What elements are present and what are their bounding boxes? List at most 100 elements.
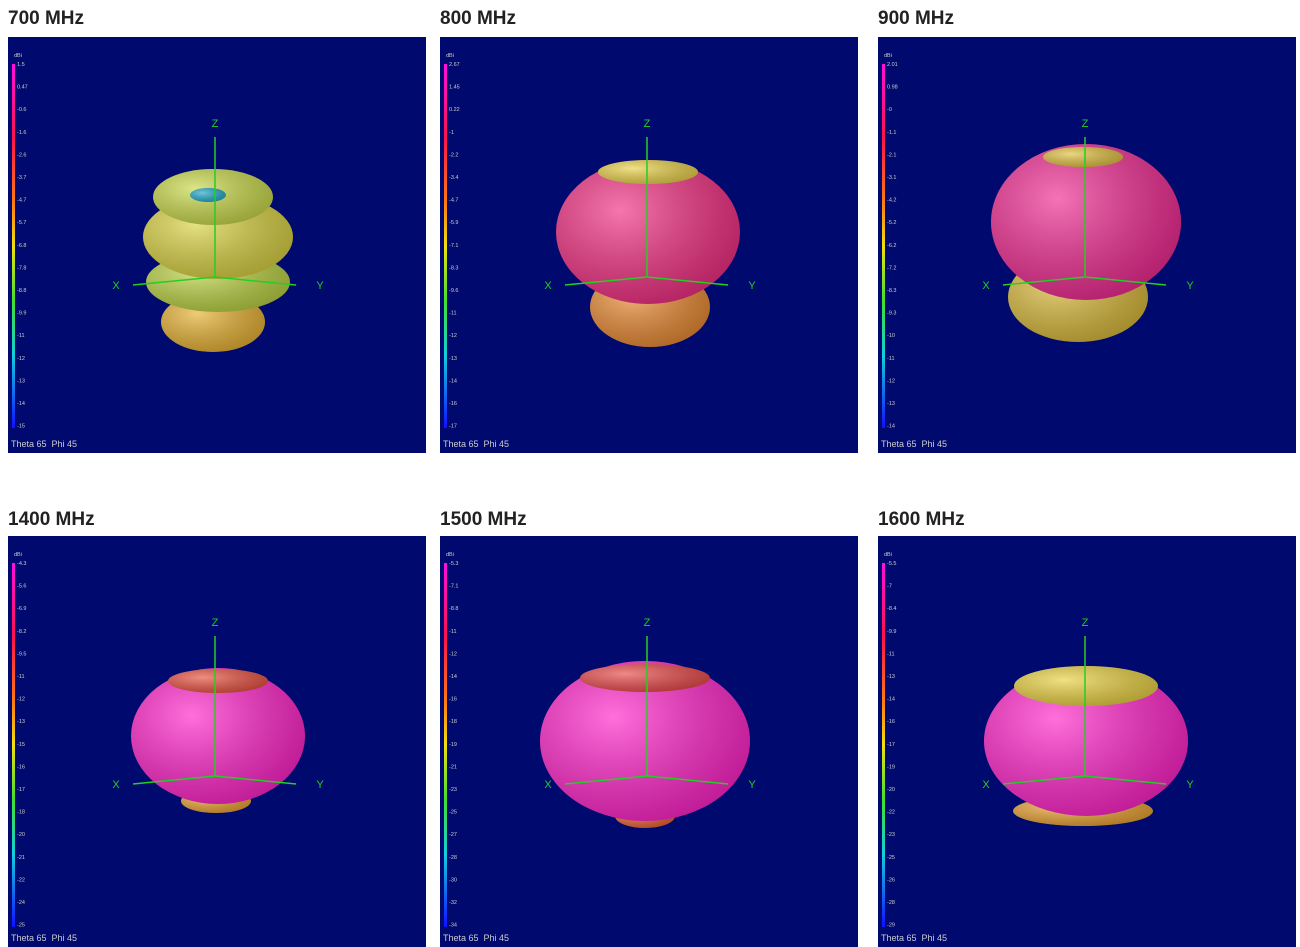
panel-title: 700 MHz (8, 8, 85, 29)
colorbar-label: 0.47 (17, 85, 28, 91)
colorbar-label: 1.5 (17, 62, 25, 68)
axis-arrow (214, 276, 297, 286)
colorbar-label: -2.2 (449, 152, 458, 158)
axis-label: Z (212, 617, 219, 629)
colorbar-label: -0 (887, 107, 892, 113)
colorbar-label: -5.3 (449, 561, 458, 567)
colorbar-label: -7.1 (449, 243, 458, 249)
pattern-panel: dBi -5.3 -7.1 -8.8 -11 -12 -14 -16 -18 -19 -21 -23 -… (440, 536, 858, 947)
axis-label: Y (316, 779, 324, 791)
colorbar-label: 1.45 (449, 85, 460, 91)
colorbar-label: -29 (887, 923, 895, 929)
colorbar-label: -8.3 (887, 288, 896, 294)
view-angle: Theta 65 Phi 45 (11, 439, 77, 449)
view-angle: Theta 65 Phi 45 (881, 439, 947, 449)
colorbar-label: -16 (17, 764, 25, 770)
colorbar-label: -2.1 (887, 152, 896, 158)
colorbar-label: -17 (887, 742, 895, 748)
colorbar-label: -11 (887, 356, 895, 362)
colorbar-label: 2.67 (449, 62, 460, 68)
colorbar (12, 563, 15, 927)
colorbar-label: -23 (887, 832, 895, 838)
pattern-view: dBi -5.5 -7 -8.4 -9.9 -11 -13 -14 -16 -17 -19 -20 -2… (881, 552, 1194, 943)
panel-title: 800 MHz (440, 8, 517, 29)
colorbar-label: -11 (17, 333, 25, 339)
colorbar-label: -3.4 (449, 175, 458, 181)
axis-arrow (1084, 276, 1167, 286)
colorbar-label: -8.3 (449, 265, 458, 271)
colorbar-label: -3.7 (17, 175, 26, 181)
colorbar-label: -8.2 (17, 629, 26, 635)
pattern-shade (556, 160, 740, 304)
axis-label: X (112, 779, 120, 791)
colorbar-label: -9.6 (449, 288, 458, 294)
colorbar-label: -1.1 (887, 130, 896, 136)
colorbar-label: -5.2 (887, 220, 896, 226)
colorbar-label: -13 (887, 401, 895, 407)
pattern-shade (1014, 666, 1158, 706)
colorbar-label: -30 (449, 877, 457, 883)
axis-label: X (544, 779, 552, 791)
colorbar-label: -9.9 (17, 311, 26, 317)
colorbar-label: -12 (449, 651, 457, 657)
colorbar-label: -9.9 (887, 629, 896, 635)
colorbar-label: -5.7 (17, 220, 26, 226)
pattern-shade (1043, 147, 1123, 167)
pattern-shade (991, 144, 1181, 300)
pattern-view: dBi -4.3 -5.6 -6.9 -8.2 -9.5 -11 -12 -13 -15 -16 -1… (11, 552, 324, 943)
colorbar-label: -11 (887, 651, 895, 657)
axis-label: X (982, 779, 990, 791)
colorbar-label: -6.9 (17, 606, 26, 612)
colorbar-label: -13 (887, 674, 895, 680)
pattern-panel: dBi -5.5 -7 -8.4 -9.9 -11 -13 -14 -16 -17 -19 -20 -2… (878, 536, 1296, 947)
colorbar-label: -16 (449, 697, 457, 703)
colorbar-unit: dBi (14, 552, 22, 558)
view-angle: Theta 65 Phi 45 (11, 933, 77, 943)
colorbar-label: -14 (887, 697, 895, 703)
axis-label: X (982, 280, 990, 292)
pattern-panel: dBi 1.5 0.47 -0.6 -1.6 -2.6 -3.7 -4.7 -5.7 -6.8 -7… (8, 37, 426, 453)
colorbar-label: 2.01 (887, 62, 898, 68)
axis-arrow (132, 775, 216, 785)
colorbar-label: -7.2 (887, 265, 896, 271)
colorbar-label: -14 (17, 401, 25, 407)
colorbar-label: -21 (449, 764, 457, 770)
colorbar-label: -12 (449, 333, 457, 339)
colorbar-label: -28 (449, 855, 457, 861)
colorbar-label: -23 (449, 787, 457, 793)
colorbar-label: -4.2 (887, 198, 896, 204)
axis-label: Z (644, 118, 651, 130)
colorbar-label: -32 (449, 900, 457, 906)
colorbar-label: -25 (17, 923, 25, 929)
colorbar-label: -25 (887, 855, 895, 861)
panel-title: 1500 MHz (440, 509, 527, 530)
axis-label: Z (644, 617, 651, 629)
colorbar-label: -4.7 (449, 198, 458, 204)
axis-label: Y (748, 280, 756, 292)
colorbar-label: -6.2 (887, 243, 896, 249)
axis-arrow (646, 276, 729, 286)
axis-label: Z (212, 118, 219, 130)
colorbar (444, 563, 447, 927)
axis-label: Y (748, 779, 756, 791)
colorbar-unit: dBi (14, 53, 22, 59)
colorbar (882, 563, 885, 927)
colorbar-label: -22 (17, 877, 25, 883)
colorbar-unit: dBi (446, 552, 454, 558)
colorbar-label: -12 (17, 356, 25, 362)
colorbar-label: -20 (887, 787, 895, 793)
colorbar-label: -18 (17, 810, 25, 816)
colorbar-label: -5.9 (449, 220, 458, 226)
colorbar-label: -6.8 (17, 243, 26, 249)
view-angle: Theta 65 Phi 45 (443, 933, 509, 943)
colorbar-label: -8.8 (17, 288, 26, 294)
colorbar (882, 64, 885, 428)
pattern-view: dBi 2.67 1.45 0.22 -1 -2.2 -3.4 -4.7 -5.9 -7.1 -8.… (443, 53, 756, 449)
axis-arrow (214, 775, 297, 785)
colorbar-label: -19 (449, 742, 457, 748)
pattern-shade (580, 664, 710, 692)
axis-label: X (112, 280, 120, 292)
colorbar-label: -2.6 (17, 152, 26, 158)
pattern-shade (984, 666, 1188, 816)
